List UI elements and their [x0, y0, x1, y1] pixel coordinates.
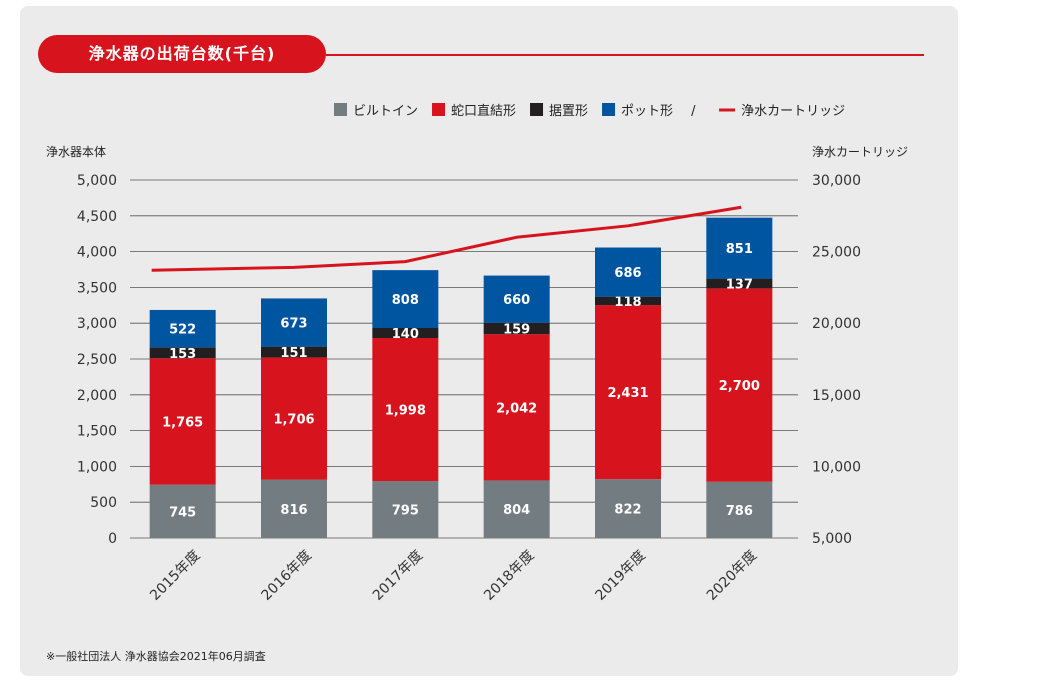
- legend-swatch: [334, 103, 347, 116]
- data-label: 673: [280, 317, 307, 332]
- data-label: 822: [614, 503, 641, 518]
- y-axis-title: 浄水器本体: [46, 145, 106, 159]
- data-label: 808: [392, 293, 419, 308]
- footnote: ※一般社団法人 浄水器協会2021年06月調査: [46, 650, 266, 663]
- data-label: 2,431: [607, 386, 648, 401]
- x-tick-label: 2019年度: [593, 548, 649, 604]
- y-tick-label: 1,000: [77, 459, 117, 475]
- data-label: 522: [169, 323, 196, 338]
- bar-segment-蛇口直結形: [483, 334, 550, 481]
- bar-segment-ビルトイン: [706, 481, 773, 538]
- data-label: 851: [726, 242, 753, 257]
- legend-label: 浄水カートリッジ: [741, 104, 845, 119]
- y2-axis-title: 浄水カートリッジ: [812, 145, 908, 159]
- data-label: 1,765: [162, 415, 203, 430]
- y-tick-label: 2,000: [77, 388, 117, 404]
- y2-tick-label: 15,000: [812, 388, 861, 404]
- bar-segment-ポット形: [372, 270, 439, 328]
- legend-label: ポット形: [621, 104, 673, 119]
- bar-segment-ビルトイン: [595, 479, 661, 538]
- data-label: 804: [503, 503, 530, 518]
- bar-segment-ポット形: [706, 217, 773, 279]
- bar-segment-ポット形: [483, 275, 550, 323]
- y-tick-label: 4,000: [77, 245, 117, 261]
- y-tick-label: 2,500: [77, 352, 117, 368]
- data-label: 137: [726, 277, 753, 292]
- legend-label: 蛇口直結形: [451, 104, 516, 119]
- bar-segment-ポット形: [149, 309, 216, 348]
- data-label: 1,998: [385, 404, 426, 419]
- bar-segment-ポット形: [595, 247, 661, 297]
- bar-segment-ビルトイン: [149, 484, 216, 538]
- data-label: 140: [392, 327, 419, 342]
- x-tick-label: 2020年度: [704, 548, 760, 604]
- bar-segment-蛇口直結形: [372, 338, 439, 482]
- data-label: 816: [280, 503, 307, 518]
- data-label: 151: [280, 346, 307, 361]
- bar-segment-蛇口直結形: [261, 357, 327, 480]
- data-label: 2,042: [496, 401, 537, 416]
- y2-tick-label: 30,000: [812, 173, 861, 189]
- y-tick-label: 4,500: [77, 209, 117, 225]
- legend-swatch: [602, 103, 616, 116]
- data-label: 1,706: [273, 412, 314, 427]
- data-label: 686: [614, 266, 641, 281]
- data-label: 118: [614, 295, 641, 310]
- x-tick-label: 2015年度: [147, 548, 203, 604]
- bar-segment-据置形: [595, 296, 661, 306]
- bar-segment-ビルトイン: [372, 481, 439, 538]
- data-label: 159: [503, 323, 530, 338]
- y2-tick-label: 25,000: [812, 245, 861, 261]
- bar-segment-据置形: [372, 327, 439, 339]
- cartridge-line: [151, 205, 742, 272]
- data-label: 786: [726, 504, 753, 519]
- y-tick-label: 3,500: [77, 280, 117, 296]
- legend-swatch: [530, 103, 544, 116]
- chart-title: 浄水器の出荷台数(千台): [38, 35, 326, 73]
- bar-segment-ビルトイン: [261, 479, 327, 538]
- legend-swatch: [432, 103, 446, 116]
- bar-segment-据置形: [706, 278, 773, 289]
- bar-segment-据置形: [149, 347, 216, 359]
- bar-segment-ビルトイン: [483, 480, 550, 538]
- x-tick-label: 2018年度: [481, 548, 537, 604]
- data-label: 795: [392, 504, 419, 519]
- y2-tick-label: 5,000: [812, 531, 852, 547]
- y-tick-label: 1,500: [77, 424, 117, 440]
- bar-segment-蛇口直結形: [149, 358, 216, 485]
- x-tick-label: 2016年度: [259, 548, 315, 604]
- legend-label: ビルトイン: [353, 104, 418, 119]
- bar-segment-蛇口直結形: [595, 305, 661, 480]
- data-label: 153: [169, 347, 196, 362]
- bar-segment-据置形: [261, 346, 327, 358]
- bar-segment-ポット形: [261, 298, 327, 347]
- legend-separator: /: [691, 104, 696, 119]
- y2-tick-label: 10,000: [812, 459, 861, 475]
- legend-label: 据置形: [549, 104, 588, 119]
- y-tick-label: 5,000: [77, 173, 117, 189]
- title-rule: [326, 54, 924, 56]
- y-tick-label: 0: [108, 531, 117, 547]
- y-tick-label: 500: [90, 495, 117, 511]
- data-label: 660: [503, 293, 530, 308]
- x-tick-label: 2017年度: [370, 548, 426, 604]
- y-tick-label: 3,000: [77, 316, 117, 332]
- bar-segment-蛇口直結形: [706, 288, 773, 482]
- data-label: 2,700: [719, 379, 760, 394]
- bar-segment-据置形: [483, 322, 550, 335]
- y2-tick-label: 20,000: [812, 316, 861, 332]
- data-label: 745: [169, 505, 196, 520]
